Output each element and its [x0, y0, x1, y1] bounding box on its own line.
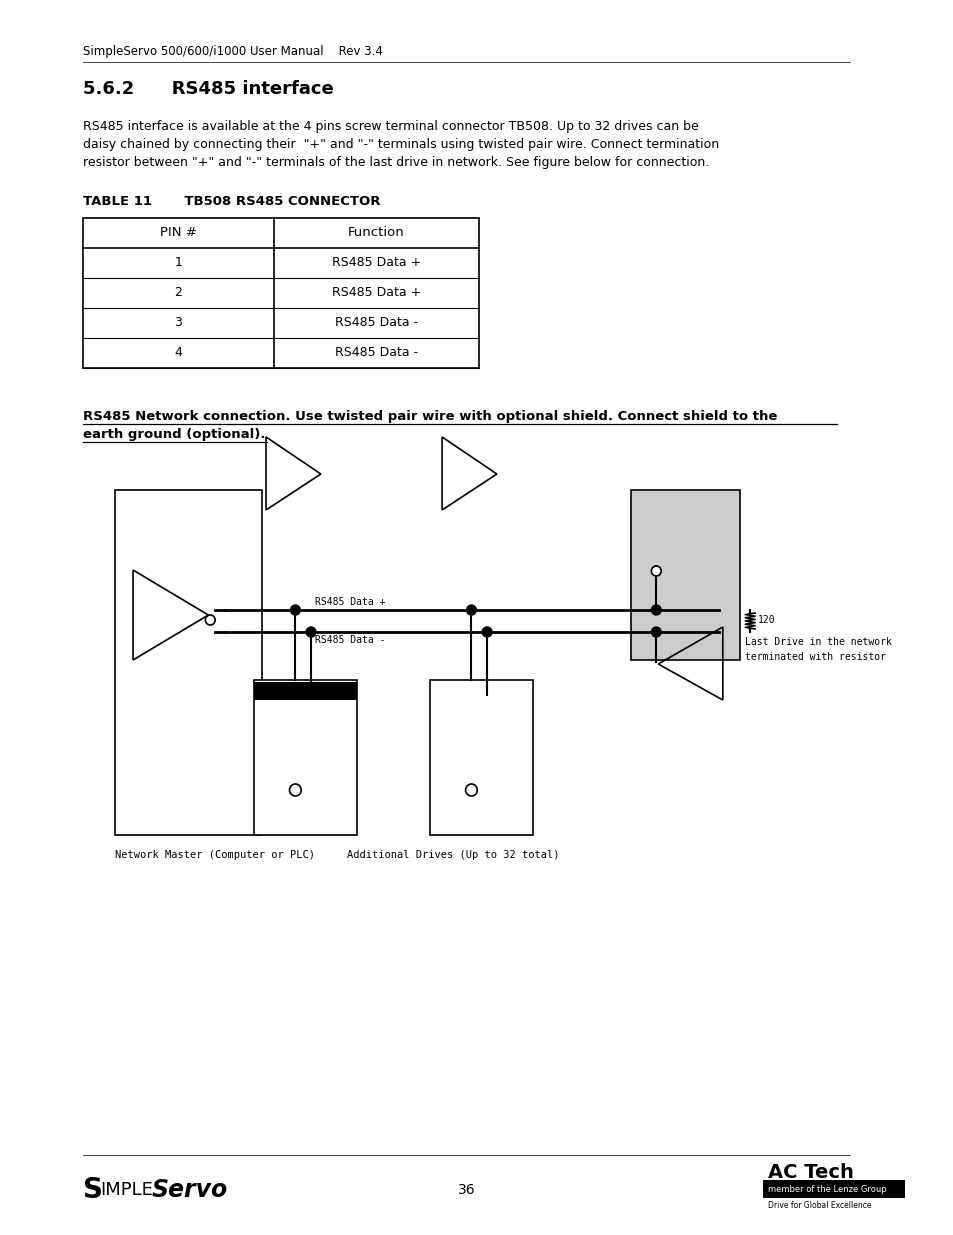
Text: TABLE 11       TB508 RS485 CONNECTOR: TABLE 11 TB508 RS485 CONNECTOR: [83, 195, 380, 207]
Circle shape: [651, 627, 660, 637]
Text: Servo: Servo: [152, 1178, 228, 1202]
Text: 4: 4: [174, 347, 182, 359]
Bar: [254, 680, 356, 835]
Bar: [630, 490, 740, 659]
Circle shape: [289, 784, 301, 797]
Text: IMPLE: IMPLE: [101, 1181, 153, 1199]
Text: SimpleServo 500/600/i1000 User Manual    Rev 3.4: SimpleServo 500/600/i1000 User Manual Re…: [83, 44, 382, 58]
Text: Last Drive in the network: Last Drive in the network: [744, 637, 891, 647]
Text: 2: 2: [174, 287, 182, 300]
Text: RS485 Data +: RS485 Data +: [332, 257, 420, 269]
Circle shape: [466, 605, 476, 615]
Text: RS485 Data -: RS485 Data -: [335, 347, 417, 359]
Circle shape: [291, 605, 300, 615]
Text: resistor between "+" and "-" terminals of the last drive in network. See figure : resistor between "+" and "-" terminals o…: [83, 156, 709, 169]
Text: 3: 3: [174, 316, 182, 330]
Text: RS485 Data +: RS485 Data +: [332, 287, 420, 300]
Text: Network Master (Computer or PLC): Network Master (Computer or PLC): [115, 850, 315, 860]
Text: RS485 Network connection. Use twisted pair wire with optional shield. Connect sh: RS485 Network connection. Use twisted pa…: [83, 410, 777, 424]
Text: earth ground (optional).: earth ground (optional).: [83, 429, 265, 441]
Circle shape: [465, 784, 476, 797]
Text: S: S: [83, 1176, 103, 1204]
Text: daisy chained by connecting their  "+" and "-" terminals using twisted pair wire: daisy chained by connecting their "+" an…: [83, 138, 719, 151]
Bar: [83, 219, 478, 368]
Text: Drive for Global Excellence: Drive for Global Excellence: [767, 1200, 870, 1209]
Text: member of the Lenze Group: member of the Lenze Group: [767, 1186, 885, 1194]
Text: 120: 120: [758, 615, 775, 625]
Circle shape: [651, 566, 660, 576]
Text: terminated with resistor: terminated with resistor: [744, 652, 885, 662]
Circle shape: [481, 627, 492, 637]
Text: Function: Function: [348, 226, 404, 240]
Text: RS485 interface is available at the 4 pins screw terminal connector TB508. Up to: RS485 interface is available at the 4 pi…: [83, 120, 699, 133]
Text: Additional Drives (Up to 32 total): Additional Drives (Up to 32 total): [347, 850, 559, 860]
Bar: [115, 490, 262, 835]
Circle shape: [306, 627, 315, 637]
Text: RS485 Data -: RS485 Data -: [314, 635, 385, 645]
Bar: [254, 682, 356, 700]
Bar: [430, 680, 533, 835]
Text: PIN #: PIN #: [160, 226, 196, 240]
Bar: [762, 1179, 903, 1198]
Text: 1: 1: [174, 257, 182, 269]
Text: RS485 Data +: RS485 Data +: [314, 597, 385, 606]
Text: 36: 36: [457, 1183, 475, 1197]
Circle shape: [651, 605, 660, 615]
Circle shape: [205, 615, 215, 625]
Text: AC Tech: AC Tech: [767, 1162, 853, 1182]
Text: RS485 Data -: RS485 Data -: [335, 316, 417, 330]
Text: 5.6.2      RS485 interface: 5.6.2 RS485 interface: [83, 80, 334, 98]
